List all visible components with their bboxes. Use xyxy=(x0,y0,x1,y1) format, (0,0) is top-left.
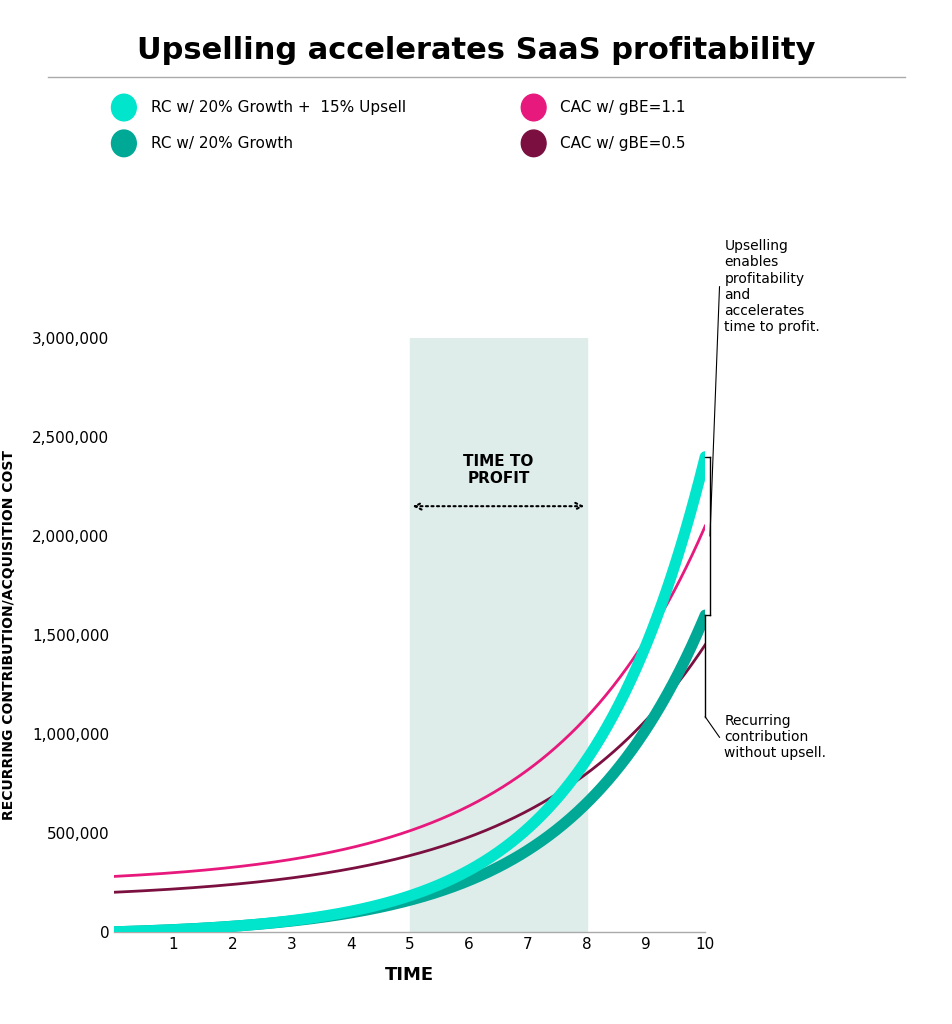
Y-axis label: RECURRING CONTRIBUTION/ACQUISITION COST: RECURRING CONTRIBUTION/ACQUISITION COST xyxy=(2,450,15,820)
Text: TIME TO
PROFIT: TIME TO PROFIT xyxy=(463,454,533,486)
Text: CAC w/ gBE=0.5: CAC w/ gBE=0.5 xyxy=(560,136,685,151)
Text: Upselling accelerates SaaS profitability: Upselling accelerates SaaS profitability xyxy=(137,36,815,65)
Text: RC w/ 20% Growth +  15% Upsell: RC w/ 20% Growth + 15% Upsell xyxy=(150,100,406,115)
X-axis label: TIME: TIME xyxy=(385,966,434,984)
Text: RC w/ 20% Growth: RC w/ 20% Growth xyxy=(150,136,292,151)
Bar xyxy=(409,338,586,932)
Text: CAC w/ gBE=1.1: CAC w/ gBE=1.1 xyxy=(560,100,685,115)
Text: Upselling
enables
profitability
and
accelerates
time to profit.: Upselling enables profitability and acce… xyxy=(724,240,819,334)
Text: Recurring
contribution
without upsell.: Recurring contribution without upsell. xyxy=(724,714,825,761)
